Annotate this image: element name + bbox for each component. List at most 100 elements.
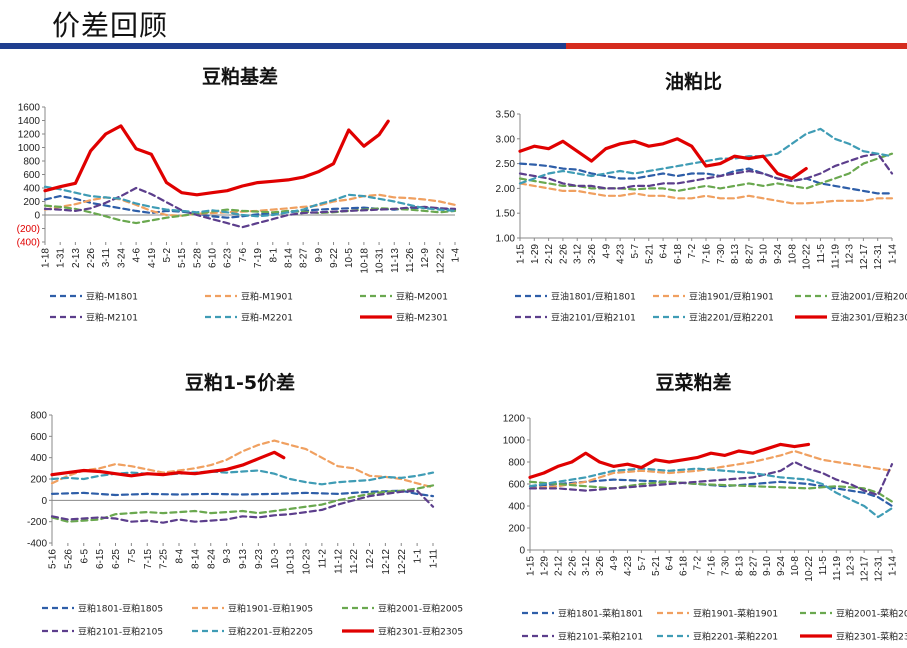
x-tick-label: 12-3 [846,556,857,576]
series-line [528,442,811,479]
x-tick-label: 6-10 [208,248,219,268]
x-tick-label: 4-23 [623,556,634,576]
chart-soymeal-rapeseed-spread: 豆菜粕差 1200 1000 800 600 400 200 01-15 1-29 2-12 2-2… [503,371,907,643]
series-line [518,162,894,195]
y-tick-label: 200 [23,197,40,208]
y-tick-label: (200) [17,224,40,235]
x-tick-label: 2-12 [553,556,564,576]
x-tick-label: 7-16 [702,244,713,264]
series-line [43,195,457,219]
legend-label: 豆粕2301-菜粕2301 [836,631,907,643]
chart-title: 豆菜粕差 [655,371,731,394]
series-line [50,439,435,489]
x-tick-label: 5-21 [651,556,662,576]
x-tick-label: 7-30 [716,244,727,264]
series-line [50,450,286,478]
y-tick-label: -200 [27,517,47,528]
x-tick-label: 10-22 [802,244,813,270]
x-tick-label: 11-12 [333,549,344,574]
x-tick-label: 4-9 [609,556,620,571]
y-tick-label: 1600 [18,103,41,114]
x-tick-label: 11-19 [830,244,841,269]
legend-label: 豆粕2101-豆粕2105 [78,626,163,638]
x-tick-label: 8-27 [299,248,310,268]
y-tick-label: 0 [41,496,47,507]
x-tick-label: 12-17 [860,556,871,582]
x-tick-label: 10-23 [302,549,313,575]
series-line [518,137,808,181]
x-tick-label: 6-4 [659,244,670,259]
x-tick-label: 9-24 [773,244,784,264]
legend-label: 豆粕-M1901 [241,291,293,303]
x-tick-label: 9-10 [759,244,770,264]
chart-oil-meal-ratio: 油粕比 3.50 3.00 2.50 2.00 1.50 1.001-15 1-29 2-12 2… [496,70,907,324]
x-tick-label: 3-24 [116,248,127,268]
x-tick-label: 12-17 [859,244,870,270]
legend-label: 豆粕-M2101 [86,312,138,324]
x-tick-label: 8-13 [734,556,745,576]
x-tick-label: 1-11 [429,549,440,569]
x-tick-label: 8-27 [748,556,759,576]
y-tick-label: 1000 [18,143,41,154]
x-tick-label: 9-22 [329,248,340,268]
series-line [43,186,457,229]
x-tick-label: 6-18 [673,244,684,264]
x-tick-label: 11-2 [317,549,328,569]
x-tick-label: 3-11 [101,248,112,268]
x-tick-label: 12-12 [381,549,392,575]
x-tick-label: 10-8 [787,244,798,264]
x-tick-label: 4-9 [601,244,612,259]
x-tick-label: 8-4 [175,549,186,564]
y-tick-label: 2.50 [496,159,516,170]
x-tick-label: 10-13 [286,549,297,575]
y-tick-label: 3.50 [496,110,516,121]
y-tick-label: 1.00 [496,234,516,245]
y-tick-label: 0 [519,546,525,557]
legend-label: 豆油2301/豆粕2301 [831,312,907,324]
x-tick-label: 10-18 [359,248,370,274]
x-tick-label: 9-9 [314,248,325,263]
legend-label: 豆油2201/豆粕2201 [689,312,774,324]
y-tick-label: 600 [30,432,47,443]
x-tick-label: 4-19 [147,248,158,268]
y-tick-label: -400 [27,539,47,550]
x-tick-label: 7-2 [687,244,698,259]
page-title: 价差回顾 [52,9,169,42]
legend-label: 豆粕1801-豆粕1805 [78,603,163,615]
legend-label: 豆油2101/豆粕2101 [551,312,636,324]
x-tick-label: 7-16 [707,556,718,576]
x-tick-label: 7-25 [159,549,170,569]
y-tick-label: (400) [17,238,40,249]
x-tick-label: 11-13 [390,248,401,273]
x-tick-label: 5-7 [630,244,641,259]
legend-label: 豆粕2001-菜粕2001 [836,608,907,620]
x-tick-label: 12-22 [397,549,408,575]
series-line [518,182,894,205]
x-tick-label: 5-2 [162,248,173,263]
x-tick-label: 1-4 [451,248,462,263]
series-line [50,484,435,523]
y-tick-label: 2.00 [496,184,516,195]
y-tick-label: 1400 [18,116,41,127]
x-tick-label: 9-23 [254,549,265,569]
header-divider-red [566,43,907,49]
header-divider-blue [0,43,566,49]
x-tick-label: 11-19 [832,556,843,581]
series-line [43,119,390,197]
legend-label: 豆粕-M1801 [86,291,138,303]
x-tick-label: 1-31 [56,248,67,268]
x-tick-label: 7-2 [693,556,704,571]
x-tick-label: 5-26 [63,549,74,569]
legend-label: 豆粕2201-菜粕2201 [693,631,778,643]
chart-title: 豆粕基差 [202,65,278,88]
x-tick-label: 9-3 [222,549,233,564]
y-tick-label: 200 [508,524,525,535]
legend-label: 豆油2001/豆粕2001 [831,291,907,303]
chart-title: 油粕比 [665,70,722,93]
x-tick-label: 8-1 [268,248,279,263]
legend-label: 豆粕-M2001 [396,291,448,303]
x-tick-label: 12-22 [435,248,446,274]
x-tick-label: 10-31 [375,248,386,274]
x-tick-label: 1-15 [526,556,537,576]
